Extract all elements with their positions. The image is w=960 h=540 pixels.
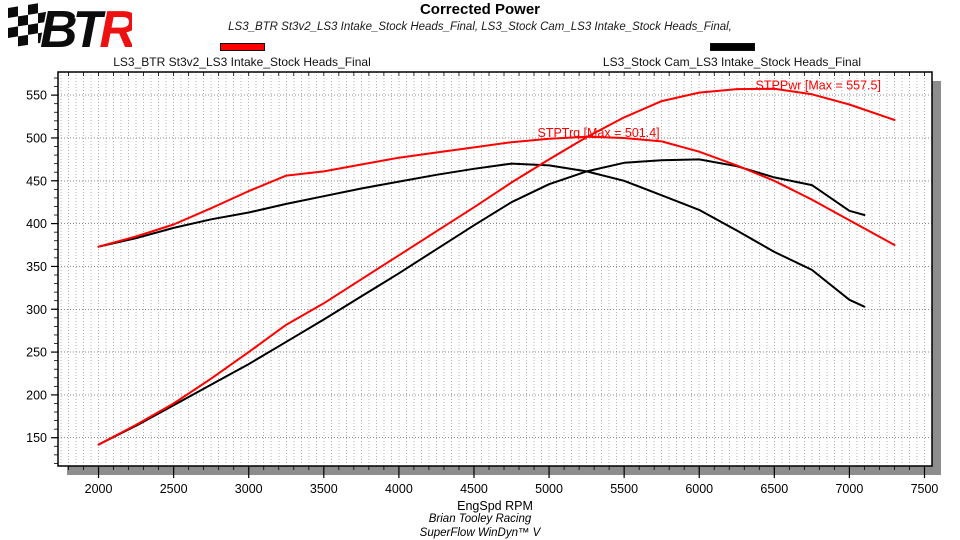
x-tick-label: 5000 bbox=[535, 482, 563, 496]
plot-background bbox=[58, 72, 932, 466]
chart-title: Corrected Power bbox=[419, 1, 541, 18]
footer-software: SuperFlow WinDyn™ V bbox=[419, 527, 541, 539]
legend-entry-stock-cam: LS3_Stock Cam_LS3 Intake_Stock Heads_Fin… bbox=[572, 43, 892, 71]
y-tick-label: 450 bbox=[26, 174, 47, 188]
max-annotation: STPTrq [Max = 501.4] bbox=[537, 126, 659, 140]
series-line-stock-torque bbox=[97, 162, 866, 308]
plot-frame bbox=[57, 71, 933, 467]
x-tick-label: 7500 bbox=[911, 482, 939, 496]
legend-swatch-red bbox=[219, 43, 265, 51]
x-tick-label: 4500 bbox=[460, 482, 488, 496]
y-tick-label: 500 bbox=[26, 131, 47, 145]
max-annotation: STPPwr [Max = 557.5] bbox=[756, 79, 881, 93]
series-line-btr-torque bbox=[97, 135, 896, 248]
y-tick-label: 350 bbox=[26, 260, 47, 274]
legend-label: LS3_BTR St3v2_LS3 Intake_Stock Heads_Fin… bbox=[113, 55, 371, 69]
logo-text: BTR bbox=[40, 1, 132, 58]
footer-brand: Brian Tooley Racing bbox=[428, 513, 532, 525]
x-tick-label: 4000 bbox=[385, 482, 413, 496]
x-tick-label: 5500 bbox=[610, 482, 638, 496]
checkered-flag-icon bbox=[8, 3, 48, 47]
x-tick-label: 3000 bbox=[235, 482, 263, 496]
dyno-chart: 2000 2500 3000 3500 4000 4500 5000 5500 6000 6500… bbox=[26, 71, 941, 496]
x-axis-label: EngSpd RPM bbox=[457, 499, 533, 513]
legend-entry-btr-cam: LS3_BTR St3v2_LS3 Intake_Stock Heads_Fin… bbox=[92, 43, 392, 71]
series-line-stock-power bbox=[97, 158, 866, 446]
y-tick-label: 250 bbox=[26, 346, 47, 360]
x-tick-label: 2500 bbox=[160, 482, 188, 496]
series-line-btr-power bbox=[97, 87, 896, 446]
x-tick-label: 3500 bbox=[310, 482, 338, 496]
y-tick-label: 150 bbox=[26, 431, 47, 445]
x-tick-label: 2000 bbox=[85, 482, 113, 496]
x-tick-label: 6500 bbox=[760, 482, 788, 496]
legend-label: LS3_Stock Cam_LS3 Intake_Stock Heads_Fin… bbox=[602, 55, 862, 69]
btr-logo: BTR bbox=[8, 0, 132, 58]
chart-subtitle: LS3_BTR St3v2_LS3 Intake_Stock Heads_Fin… bbox=[228, 21, 732, 33]
legend-swatch-black bbox=[709, 43, 755, 51]
x-tick-label: 6000 bbox=[685, 482, 713, 496]
y-tick-label: 400 bbox=[26, 217, 47, 231]
y-tick-label: 300 bbox=[26, 303, 47, 317]
y-tick-label: 550 bbox=[26, 89, 47, 103]
x-tick-label: 7000 bbox=[835, 482, 863, 496]
y-tick-label: 200 bbox=[26, 388, 47, 402]
